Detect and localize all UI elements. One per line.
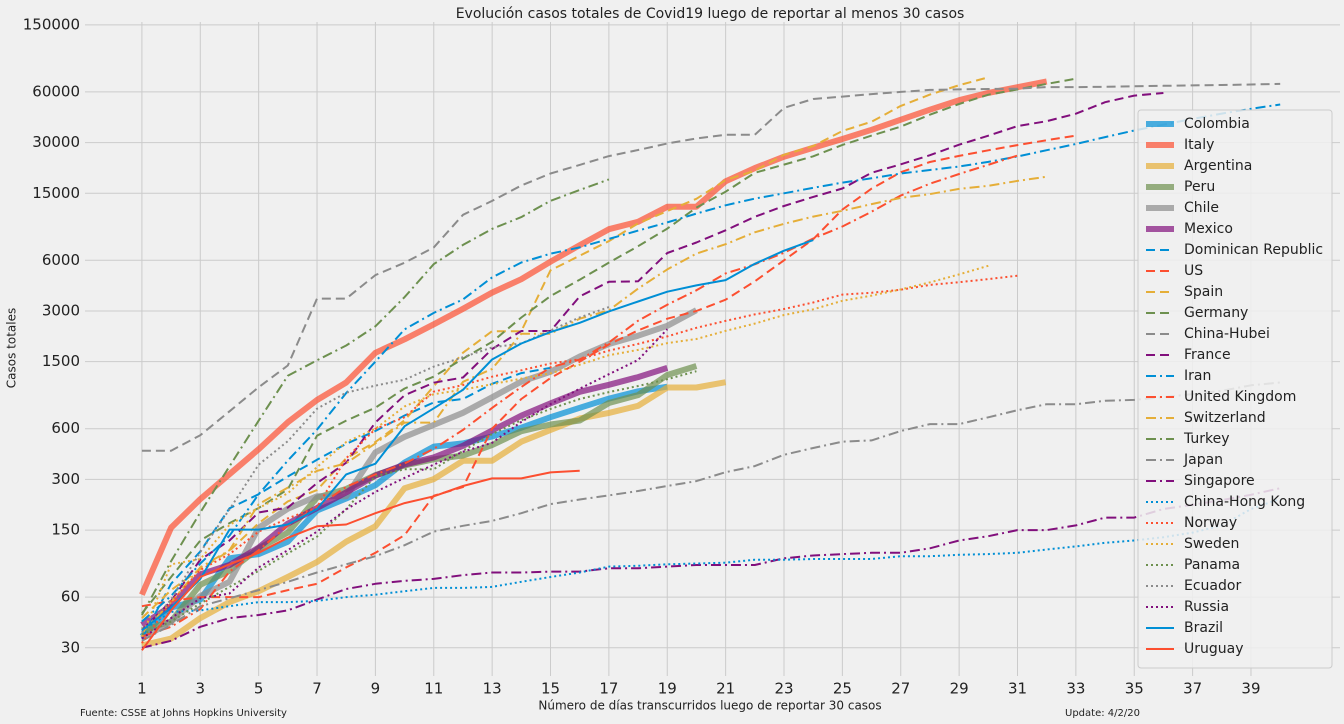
series-line [141, 497, 1281, 632]
legend-label: Panama [1184, 557, 1240, 573]
x-tick-label: 29 [950, 680, 969, 698]
legend-label: France [1184, 347, 1231, 363]
x-tick-label: 21 [716, 680, 735, 698]
x-tick-label: 5 [254, 680, 264, 698]
grid: 30 60 150 300 600 1500 3000 6000 15000 30000 60000… [23, 15, 1340, 698]
legend-label: Italy [1184, 137, 1214, 153]
legend-label: Chile [1184, 200, 1219, 216]
series-line [140, 307, 698, 642]
legend-label: Norway [1184, 515, 1237, 531]
legend-label: Uruguay [1184, 641, 1244, 657]
y-tick-label: 1500 [42, 352, 80, 370]
x-tick-label: 31 [1008, 680, 1027, 698]
x-tick-label: 37 [1183, 680, 1202, 698]
legend-label: Colombia [1184, 116, 1250, 132]
legend: Colombia Italy Argentina Peru Chile Mexico Dom… [1137, 109, 1333, 669]
x-axis-label: Número de días transcurridos luego de re… [538, 699, 881, 713]
x-tick-label: 39 [1241, 680, 1260, 698]
legend-label: Mexico [1184, 221, 1233, 237]
x-tick-label: 3 [196, 680, 206, 698]
update-note: Update: 4/2/20 [1065, 708, 1140, 719]
series-line [141, 487, 1281, 649]
series-line [141, 379, 727, 649]
y-tick-label: 300 [51, 470, 80, 488]
series-line [141, 328, 669, 640]
legend-label: Turkey [1183, 431, 1230, 447]
x-tick-label: 7 [312, 680, 322, 698]
series-line [141, 175, 1047, 634]
legend-box [1137, 109, 1333, 669]
x-tick-label: 19 [658, 680, 677, 698]
series-line [141, 274, 1018, 644]
legend-label: Spain [1184, 284, 1223, 300]
x-tick-label: 15 [541, 680, 560, 698]
series-line [141, 77, 1077, 615]
x-tick-label: 33 [1066, 680, 1085, 698]
x-tick-label: 17 [599, 680, 618, 698]
chart-title: Evolución casos totales de Covid19 luego… [456, 6, 965, 22]
series-line [140, 264, 989, 637]
series-line [141, 381, 1281, 642]
legend-label: Russia [1184, 599, 1229, 615]
y-tick-label: 60 [61, 588, 80, 606]
x-tick-label: 27 [891, 680, 910, 698]
y-tick-label: 15000 [32, 184, 80, 202]
legend-label: China-Hong Kong [1184, 494, 1305, 510]
series-line [141, 76, 989, 619]
x-tick-label: 23 [774, 680, 793, 698]
y-tick-label: 60000 [32, 82, 80, 100]
x-tick-label: 25 [833, 680, 852, 698]
legend-label: Sweden [1184, 536, 1239, 552]
legend-label: Germany [1184, 305, 1248, 321]
series-line [141, 103, 1281, 623]
x-tick-label: 9 [371, 680, 381, 698]
legend-label: Singapore [1184, 473, 1255, 489]
x-tick-label: 35 [1125, 680, 1144, 698]
legend-label: Dominican Republic [1184, 242, 1323, 258]
y-tick-label: 6000 [42, 251, 80, 269]
x-tick-label: 11 [424, 680, 443, 698]
source-note: Fuente: CSSE at Johns Hopkins University [80, 708, 287, 719]
series-line [141, 366, 551, 640]
y-tick-label: 600 [51, 419, 80, 437]
legend-label: China-Hubei [1184, 326, 1270, 342]
legend-label: Argentina [1184, 158, 1252, 174]
series-line [141, 370, 697, 636]
series-line [141, 178, 610, 616]
legend-label: United Kingdom [1184, 389, 1296, 405]
lines [139, 76, 1281, 651]
x-tick-label: 1 [137, 680, 147, 698]
legend-label: Brazil [1184, 620, 1223, 636]
x-tick-label: 13 [483, 680, 502, 698]
y-tick-label: 150 [51, 521, 80, 539]
y-tick-label: 30 [61, 638, 80, 656]
legend-label: Switzerland [1184, 410, 1266, 426]
legend-label: Japan [1183, 452, 1223, 468]
y-axis-label: Casos totales [5, 308, 19, 388]
legend-label: US [1184, 263, 1203, 279]
y-tick-label: 3000 [42, 301, 80, 319]
series-line [141, 134, 1077, 608]
y-tick-label: 30000 [32, 133, 80, 151]
series-line [141, 469, 580, 651]
series-line [141, 92, 1164, 632]
legend-label: Peru [1184, 179, 1215, 195]
legend-label: Iran [1184, 368, 1211, 384]
y-tick-label: 150000 [23, 15, 80, 33]
series-line [141, 239, 814, 632]
legend-label: Ecuador [1184, 578, 1241, 594]
series-line [139, 78, 1048, 596]
